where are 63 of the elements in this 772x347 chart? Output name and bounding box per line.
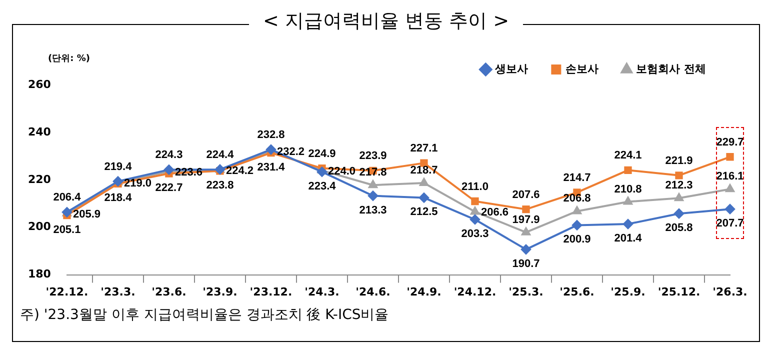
x-tick-label: '25.9. <box>610 285 646 298</box>
x-tick-label: '23.12. <box>250 285 292 298</box>
data-label: 206.4 <box>53 192 82 204</box>
data-label: 232.8 <box>257 129 285 142</box>
data-label: 207.7 <box>716 218 744 230</box>
x-tick-label: '24.12. <box>454 285 496 298</box>
data-label: 214.7 <box>563 172 591 184</box>
data-label: 206.8 <box>563 192 591 205</box>
data-label: 223.9 <box>359 150 387 162</box>
data-label: 224.9 <box>308 148 336 160</box>
data-label: 223.4 <box>308 180 337 192</box>
y-tick-label: 240 <box>28 125 52 138</box>
data-label: 232.2 <box>276 146 305 158</box>
x-tick-label: '23.3. <box>100 285 136 298</box>
data-label: 206.6 <box>480 206 509 219</box>
data-label: 213.3 <box>359 204 387 216</box>
data-label: 219.0 <box>124 177 152 190</box>
data-label: 197.9 <box>512 214 540 226</box>
data-label: 224.4 <box>206 148 235 161</box>
data-label: 224.3 <box>155 149 183 162</box>
chart-title: < 지급여력비율 변동 추이 > <box>249 10 523 32</box>
y-tick-label: 220 <box>28 172 52 186</box>
y-tick-label: 260 <box>28 78 52 91</box>
data-label: 224.2 <box>226 164 254 177</box>
legend-label: 보험회사 전체 <box>636 62 706 76</box>
x-tick-label: '23.9. <box>202 285 238 298</box>
data-label: 200.9 <box>563 234 591 246</box>
y-axis-title: (단위: %) <box>48 53 90 65</box>
x-tick-label: '24.3. <box>304 285 340 298</box>
x-tick-label: '25.6. <box>560 285 594 298</box>
x-tick-label: '23.6. <box>152 285 186 298</box>
data-label: 218.4 <box>104 192 133 204</box>
y-tick-label: 180 <box>28 268 52 281</box>
data-label: 222.7 <box>155 182 183 194</box>
legend-label: 손보사 <box>566 62 599 76</box>
data-label: 223.8 <box>206 179 234 192</box>
data-label: 205.8 <box>665 222 693 234</box>
data-label: 203.3 <box>461 228 489 240</box>
data-label: 212.5 <box>410 206 438 218</box>
data-label: 211.0 <box>462 180 488 193</box>
x-tick-label: '25.12. <box>658 285 700 298</box>
data-label: 224.1 <box>614 150 642 162</box>
x-tick-label: '24.9. <box>406 285 442 298</box>
y-tick-label: 200 <box>28 220 52 234</box>
data-label: 221.9 <box>665 154 693 167</box>
data-label: 205.1 <box>53 224 81 236</box>
data-label: 201.4 <box>614 232 643 245</box>
x-tick-label: '22.12. <box>46 285 88 298</box>
data-label: 210.8 <box>614 183 642 196</box>
data-label: 229.7 <box>716 136 744 148</box>
data-label: 216.1 <box>716 170 744 183</box>
data-label: 205.9 <box>72 208 100 220</box>
x-tick-label: '24.6. <box>356 285 390 298</box>
data-label: 190.7 <box>512 258 540 270</box>
x-tick-label: '26.3. <box>712 285 748 298</box>
data-label: 212.3 <box>665 180 693 192</box>
data-label: 227.1 <box>410 142 438 155</box>
data-label: 231.4 <box>257 161 286 174</box>
text: 주) '23.3월말 이후 지급여력비율은 경과조치 後 K-ICS비율 <box>20 306 389 324</box>
data-label: 219.4 <box>104 160 133 173</box>
legend-label: 생보사 <box>494 62 528 76</box>
x-tick-label: '25.3. <box>508 285 544 298</box>
data-label: 207.6 <box>512 188 540 201</box>
